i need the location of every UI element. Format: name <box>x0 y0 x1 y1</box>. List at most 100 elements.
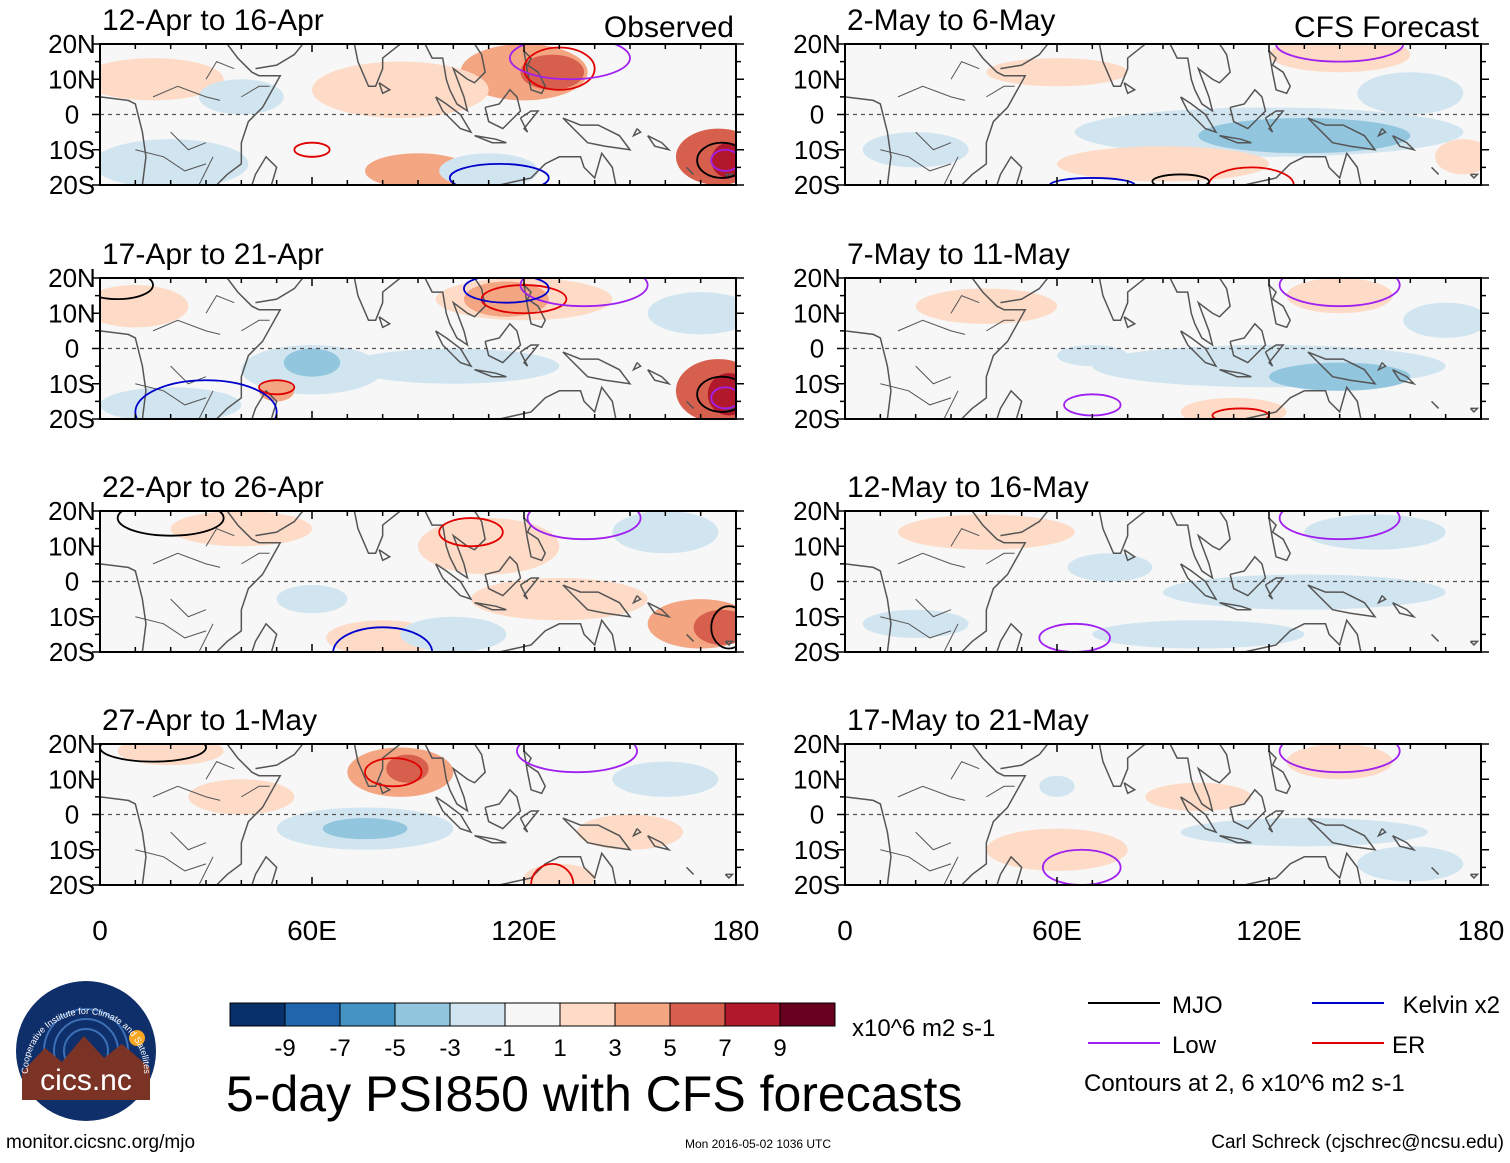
anomaly-blob <box>915 288 1057 324</box>
coastlines <box>845 278 1480 419</box>
colorbar-swatch <box>449 1002 506 1027</box>
country-border <box>205 761 235 780</box>
coastline <box>1169 511 1231 580</box>
coastline <box>961 511 1027 652</box>
coastline <box>1307 584 1377 618</box>
lon-label: 180 <box>1458 915 1505 946</box>
country-border <box>170 598 207 618</box>
lat-label: 20S <box>794 404 840 434</box>
coastlines <box>100 44 735 185</box>
anomaly-blob <box>470 577 648 621</box>
anomaly-blob <box>1163 574 1446 610</box>
lon-label: 60E <box>1032 915 1082 946</box>
coastline <box>724 640 735 647</box>
coastline <box>1123 549 1137 562</box>
coastline <box>1179 563 1218 601</box>
tick-marks <box>92 277 744 420</box>
coastline <box>1392 368 1417 386</box>
low-contour <box>1038 622 1111 652</box>
anomaly-blob <box>612 511 719 554</box>
lat-label: 0 <box>65 334 79 364</box>
coastline <box>1229 788 1267 830</box>
coastline <box>1431 400 1440 409</box>
coastline <box>434 330 473 368</box>
timestamp: Mon 2016-05-02 1036 UTC <box>685 1137 831 1151</box>
country-border <box>915 598 952 618</box>
coastline <box>519 577 540 600</box>
anomaly-blob <box>322 818 408 840</box>
coastline <box>1000 278 1049 304</box>
coastline <box>1000 44 1049 70</box>
coastline <box>1219 834 1252 844</box>
panel-title: 7-May to 11-May <box>847 238 1070 271</box>
colorbar-tick: -3 <box>439 1035 460 1062</box>
coastline <box>845 563 892 652</box>
lat-label: 20S <box>49 170 95 200</box>
lat-label: 20N <box>793 496 841 526</box>
anomaly-shading <box>117 744 719 885</box>
colorbar-tick: 9 <box>773 1035 786 1062</box>
lat-label: 20N <box>48 29 96 59</box>
country-border <box>943 156 959 185</box>
coastline <box>1169 744 1231 813</box>
coastline <box>1244 618 1362 652</box>
low-contour <box>516 744 638 774</box>
coastline <box>724 873 735 880</box>
mjo-contour <box>696 375 736 413</box>
colorbar-tick: -7 <box>329 1035 350 1062</box>
country-border <box>152 319 221 335</box>
anomaly-shading <box>862 514 1446 649</box>
coastline <box>647 601 672 619</box>
country-border <box>986 85 1015 98</box>
lat-label: 20N <box>793 729 841 759</box>
anomaly-blob <box>386 754 429 783</box>
coastline <box>1264 577 1285 600</box>
coastline <box>1123 82 1137 95</box>
coastline <box>255 44 304 70</box>
wave-contours <box>293 44 736 185</box>
country-border <box>135 616 207 639</box>
coastline <box>1376 595 1387 605</box>
coastline <box>523 750 547 795</box>
panel-title: 27-Apr to 1-May <box>102 704 317 737</box>
legend: MJO Low Kelvin x2 ER <box>1088 992 1500 1059</box>
tick-marks <box>92 743 744 886</box>
coastline <box>474 601 507 611</box>
map-panel: 20N 10N 0 10S 20S 12-May to 16-May <box>793 471 1489 667</box>
coastline <box>1169 278 1231 347</box>
anomaly-blob <box>276 585 348 614</box>
coastline <box>1000 511 1049 537</box>
coastline <box>1081 278 1146 322</box>
logo-mountains <box>22 1036 150 1100</box>
mjo-contour <box>116 511 225 537</box>
er-contour <box>1208 166 1295 185</box>
lon-label: 0 <box>837 915 853 946</box>
anomaly-blob <box>1057 344 1128 367</box>
lat-label: 0 <box>65 800 79 830</box>
coastline <box>1219 601 1252 611</box>
panel-title: 2-May to 6-May <box>847 4 1055 37</box>
coastline <box>1268 750 1292 795</box>
coastline <box>845 96 892 185</box>
anomaly-blob <box>1403 302 1481 338</box>
coastline <box>484 555 522 597</box>
country-border <box>915 131 952 151</box>
coastline <box>1123 316 1137 329</box>
low-contour <box>1275 44 1405 63</box>
map-panel: 20N 10N 0 10S 20S 7-May to 11-May <box>793 238 1489 434</box>
country-border <box>986 552 1015 565</box>
coastline <box>336 278 401 322</box>
coastline <box>1081 744 1146 788</box>
anomaly-blob <box>1092 620 1305 649</box>
site-url[interactable]: monitor.cicsnc.org/mjo <box>6 1132 195 1153</box>
colorbar-swatch <box>229 1002 286 1027</box>
colorbar-tick: 5 <box>663 1035 676 1062</box>
anomaly-blob <box>647 292 736 335</box>
lon-label: 60E <box>287 915 337 946</box>
lat-label: 0 <box>810 567 824 597</box>
lat-label: 20S <box>794 637 840 667</box>
coastline <box>1392 601 1417 619</box>
anomaly-shading <box>100 44 736 185</box>
coastline <box>255 511 304 537</box>
colorbar-swatch <box>394 1002 451 1027</box>
